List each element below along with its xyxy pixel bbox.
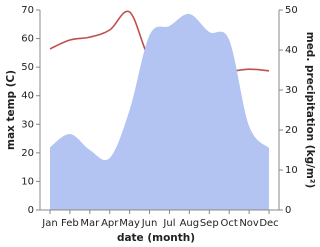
precipitation-area	[50, 13, 269, 210]
y-tick-label: 40	[21, 91, 34, 102]
y-tick-label: 10	[21, 176, 34, 187]
x-tick-label: Nov	[239, 218, 259, 229]
y-tick-label: 70	[21, 5, 34, 16]
x-tick-label: Dec	[259, 218, 278, 229]
y2-tick-label: 20	[285, 125, 298, 136]
x-tick-label: Jun	[141, 218, 158, 229]
y-tick-label: 30	[21, 119, 34, 130]
x-tick-label: Oct	[221, 218, 238, 229]
y2-tick-label: 0	[285, 205, 291, 216]
x-axis-title: date (month)	[117, 232, 195, 244]
x-tick-label: Apr	[101, 218, 119, 229]
x-tick-label: Jul	[162, 218, 175, 229]
y2-tick-label: 40	[285, 45, 298, 56]
y-tick-label: 20	[21, 148, 34, 159]
y-axis-title: max temp (C)	[5, 70, 17, 150]
y2-tick-label: 10	[285, 165, 298, 176]
x-tick-label: Mar	[80, 218, 100, 229]
y2-tick-label: 50	[285, 5, 298, 16]
y-tick-label: 50	[21, 62, 34, 73]
x-tick-label: Sep	[200, 218, 219, 229]
y-tick-label: 0	[28, 205, 34, 216]
x-tick-label: Jan	[41, 218, 57, 229]
x-tick-label: Feb	[61, 218, 79, 229]
y2-tick-label: 30	[285, 85, 298, 96]
x-tick-label: May	[119, 218, 140, 229]
x-tick-label: Aug	[180, 218, 200, 229]
y2-axis-title: med. precipitation (kg/m²)	[304, 32, 316, 189]
y-tick-label: 60	[21, 34, 34, 45]
